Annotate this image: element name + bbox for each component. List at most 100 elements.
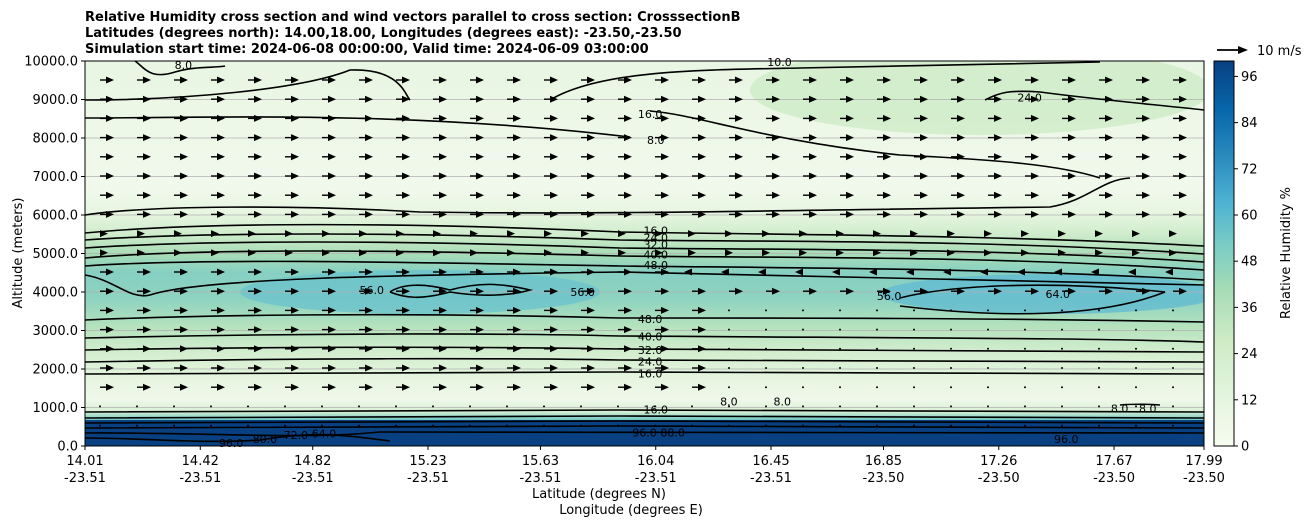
wind-arrow bbox=[877, 95, 891, 103]
wind-arrow bbox=[951, 134, 965, 142]
wind-arrow bbox=[248, 172, 262, 180]
wind-arrow bbox=[729, 172, 743, 180]
wind-arrow bbox=[914, 95, 928, 103]
wind-arrow bbox=[1098, 367, 1100, 369]
wind-arrow bbox=[433, 326, 447, 334]
wind-arrow bbox=[1025, 134, 1039, 142]
wind-arrow bbox=[174, 76, 188, 84]
wind-arrow bbox=[913, 424, 915, 427]
wind-arrow bbox=[618, 364, 632, 372]
x-tick-label-lon: -23.51 bbox=[520, 471, 562, 486]
wind-arrow bbox=[1062, 76, 1076, 84]
contour-label: 64.0 bbox=[312, 427, 337, 440]
wind-arrow bbox=[1135, 367, 1137, 369]
wind-arrow bbox=[359, 210, 373, 218]
contour-label: 56.0 bbox=[360, 284, 385, 297]
wind-arrow bbox=[1062, 153, 1076, 161]
wind-arrow bbox=[1024, 328, 1026, 331]
wind-arrow bbox=[100, 326, 114, 334]
wind-arrow bbox=[987, 424, 989, 427]
wind-arrow bbox=[729, 76, 743, 84]
wind-arrow bbox=[470, 76, 484, 84]
x-tick-label-lon: -23.50 bbox=[978, 471, 1020, 486]
wind-arrow bbox=[1099, 114, 1113, 122]
wind-arrow bbox=[795, 268, 803, 276]
wind-arrow bbox=[1095, 249, 1103, 257]
wind-arrow bbox=[1172, 328, 1174, 331]
wind-arrow bbox=[988, 191, 1002, 199]
wind-arrow bbox=[766, 153, 780, 161]
wind-arrow bbox=[173, 405, 175, 408]
wind-arrow bbox=[581, 383, 595, 391]
x-tick-label-lat: 16.45 bbox=[752, 454, 789, 469]
wind-arrow bbox=[284, 424, 286, 427]
wind-arrow bbox=[1025, 76, 1039, 84]
colorbar-tick-label: 96 bbox=[1241, 70, 1258, 85]
wind-arrow bbox=[654, 405, 656, 408]
wind-arrow bbox=[248, 326, 262, 334]
wind-arrow bbox=[655, 249, 663, 257]
wind-arrow bbox=[433, 153, 447, 161]
wind-arrow bbox=[950, 328, 952, 331]
wind-arrow bbox=[1173, 210, 1187, 218]
wind-arrow bbox=[285, 326, 299, 334]
wind-arrow bbox=[1025, 191, 1039, 199]
wind-arrow bbox=[688, 249, 696, 257]
wind-arrow bbox=[395, 405, 397, 408]
wind-arrow bbox=[285, 383, 299, 391]
wind-arrow bbox=[359, 306, 373, 314]
wind-arrow bbox=[174, 153, 188, 161]
wind-arrow bbox=[766, 76, 780, 84]
wind-arrow bbox=[396, 210, 410, 218]
wind-arrow bbox=[1135, 309, 1137, 312]
wind-arrow bbox=[618, 114, 632, 122]
wind-arrow bbox=[655, 172, 669, 180]
wind-arrow bbox=[544, 230, 552, 238]
wind-arrow bbox=[100, 287, 114, 295]
y-tick-label: 0.0 bbox=[57, 440, 78, 455]
wind-arrow bbox=[914, 114, 928, 122]
wind-arrow bbox=[396, 364, 410, 372]
wind-arrow bbox=[1136, 191, 1150, 199]
wind-arrow bbox=[173, 424, 175, 427]
wind-arrow bbox=[100, 249, 108, 257]
wind-arrow bbox=[285, 306, 299, 314]
wind-arrow bbox=[877, 172, 891, 180]
contour-label: 56.0 bbox=[570, 286, 595, 299]
wind-arrow bbox=[876, 328, 878, 331]
wind-arrow bbox=[762, 249, 770, 257]
wind-arrow bbox=[322, 268, 336, 276]
wind-arrow bbox=[655, 191, 669, 199]
wind-arrow bbox=[802, 367, 804, 369]
wind-arrow bbox=[803, 191, 817, 199]
wind-arrow bbox=[470, 114, 484, 122]
wind-arrow bbox=[396, 134, 410, 142]
wind-arrow bbox=[692, 210, 706, 218]
wind-arrow bbox=[1061, 386, 1063, 389]
x-tick-label-lat: 16.04 bbox=[637, 454, 674, 469]
wind-arrow bbox=[470, 383, 484, 391]
wind-arrow bbox=[137, 172, 151, 180]
wind-arrow bbox=[1172, 424, 1174, 427]
wind-arrow bbox=[728, 405, 730, 408]
contour-label: 24.0 bbox=[1017, 92, 1042, 105]
wind-arrow bbox=[100, 364, 114, 372]
wind-arrow bbox=[1025, 210, 1039, 218]
wind-arrow bbox=[1098, 424, 1100, 427]
wind-arrow bbox=[988, 210, 1002, 218]
wind-arrow bbox=[655, 134, 669, 142]
wind-arrow bbox=[322, 153, 336, 161]
wind-arrow bbox=[1135, 386, 1137, 389]
contour-label: 56.0 bbox=[877, 290, 902, 303]
wind-arrow bbox=[1099, 172, 1113, 180]
wind-arrow bbox=[321, 405, 323, 408]
wind-arrow bbox=[174, 364, 188, 372]
wind-arrow bbox=[765, 328, 767, 331]
wind-arrow bbox=[580, 405, 582, 408]
wind-arrow bbox=[618, 153, 632, 161]
x-axis: 14.01 -23.51 14.42 -23.51 14.82 -23.51 15.23 -2… bbox=[64, 446, 1225, 486]
wind-arrow bbox=[359, 172, 373, 180]
wind-arrow bbox=[137, 153, 151, 161]
x-axis-label-latitude: Latitude (degrees N) bbox=[532, 487, 666, 502]
